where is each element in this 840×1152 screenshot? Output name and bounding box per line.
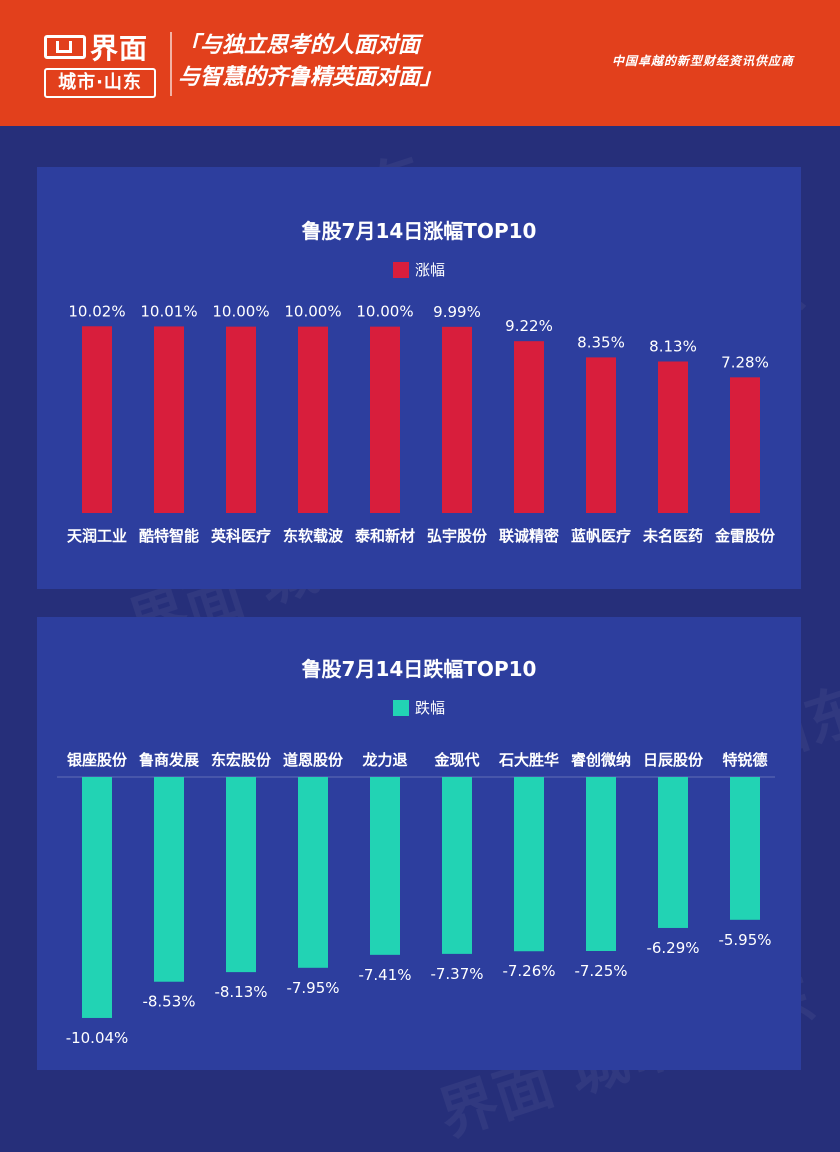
data-label: -7.26% — [502, 962, 555, 980]
data-label: 10.00% — [356, 303, 413, 321]
logo-name: 界面 — [90, 32, 149, 65]
legend-label: 跌幅 — [414, 699, 445, 717]
data-label: 10.00% — [284, 303, 341, 321]
data-label: 10.02% — [68, 302, 125, 320]
category-label: 东宏股份 — [211, 751, 272, 769]
category-label: 泰和新材 — [354, 527, 415, 545]
data-label: 10.01% — [140, 302, 197, 320]
category-label: 道恩股份 — [283, 751, 344, 769]
category-label: 金雷股份 — [714, 527, 776, 545]
category-label: 龙力退 — [361, 751, 407, 769]
slogan: 「与独立思考的人面对面 与智慧的齐鲁精英面对面」 — [178, 30, 518, 94]
bar — [514, 777, 544, 952]
chart-title: 鲁股7月14日跌幅TOP10 — [301, 657, 537, 681]
data-label: -7.41% — [358, 966, 411, 984]
data-label: -7.95% — [286, 979, 339, 997]
category-label: 酷特智能 — [139, 527, 199, 545]
bar — [730, 777, 760, 920]
category-label: 睿创微纳 — [571, 751, 631, 769]
losers-chart-panel: 鲁股7月14日跌幅TOP10 跌幅 -10.04% 银座股份 -8.53% 鲁商发展 -… — [37, 617, 801, 1070]
chart-title: 鲁股7月14日涨幅TOP10 — [301, 219, 537, 243]
legend-swatch — [392, 261, 409, 278]
legend-swatch — [392, 699, 409, 716]
category-label: 银座股份 — [67, 751, 128, 769]
data-label: -5.95% — [718, 931, 771, 949]
slogan-line-1: 「与独立思考的人面对面 — [178, 33, 421, 58]
data-label: 8.35% — [577, 333, 625, 351]
gainers-bar-chart: 10.02% 天润工业 10.01% 酷特智能 10.00% 英科医疗 10.00% 东软载波… — [67, 302, 776, 545]
bar — [154, 326, 184, 513]
bar — [298, 777, 328, 968]
legend-label: 涨幅 — [414, 261, 445, 279]
data-label: 9.99% — [433, 303, 481, 321]
bar — [226, 777, 256, 973]
data-label: -6.29% — [646, 939, 699, 957]
bar — [370, 326, 400, 513]
data-label: 8.13% — [649, 337, 697, 355]
bar — [514, 341, 544, 513]
category-label: 东软载波 — [283, 527, 344, 545]
header-divider — [170, 32, 172, 96]
data-label: 7.28% — [721, 353, 769, 371]
category-label: 特锐德 — [722, 751, 767, 769]
bar — [586, 777, 616, 951]
bar — [370, 777, 400, 955]
category-label: 石大胜华 — [498, 751, 559, 769]
chart-legend: 涨幅 — [37, 259, 801, 280]
category-label: 弘宇股份 — [427, 527, 488, 545]
bar — [82, 777, 112, 1018]
data-label: 9.22% — [505, 317, 553, 335]
logo-subtitle: 城市·山东 — [44, 68, 156, 98]
category-label: 日辰股份 — [643, 751, 704, 769]
bar — [298, 326, 328, 513]
logo-mark-icon — [44, 35, 86, 59]
category-label: 天润工业 — [67, 527, 127, 545]
header-banner: 界面 城市·山东 「与独立思考的人面对面 与智慧的齐鲁精英面对面」 中国卓越的新… — [0, 0, 840, 126]
category-label: 蓝帆医疗 — [571, 527, 631, 545]
category-label: 金现代 — [433, 751, 479, 769]
bar — [730, 377, 760, 513]
bar — [82, 326, 112, 513]
category-label: 联诚精密 — [499, 527, 559, 545]
data-label: -7.37% — [430, 965, 483, 983]
data-label: -10.04% — [66, 1029, 129, 1047]
data-label: -7.25% — [574, 962, 627, 980]
tagline: 中国卓越的新型财经资讯供应商 — [611, 54, 794, 68]
category-label: 英科医疗 — [211, 527, 271, 545]
losers-bar-chart: -10.04% 银座股份 -8.53% 鲁商发展 -8.13% 东宏股份 -7.95% 道恩股… — [57, 751, 775, 1047]
slogan-line-2: 与智慧的齐鲁精英面对面」 — [178, 65, 443, 90]
gainers-chart-panel: 鲁股7月14日涨幅TOP10 涨幅 10.02% 天润工业 10.01% 酷特智能 10… — [37, 167, 801, 589]
bar — [658, 361, 688, 513]
bar — [442, 326, 472, 513]
data-label: 10.00% — [212, 303, 269, 321]
brand-logo: 界面 城市·山东 — [44, 30, 160, 98]
bar — [154, 777, 184, 982]
bar — [442, 777, 472, 954]
data-label: -8.13% — [214, 983, 267, 1001]
bar — [658, 777, 688, 928]
category-label: 未名医药 — [642, 527, 703, 545]
bar — [226, 326, 256, 513]
chart-legend: 跌幅 — [37, 697, 801, 718]
data-label: -8.53% — [142, 993, 195, 1011]
category-label: 鲁商发展 — [139, 751, 199, 769]
bar — [586, 357, 616, 513]
